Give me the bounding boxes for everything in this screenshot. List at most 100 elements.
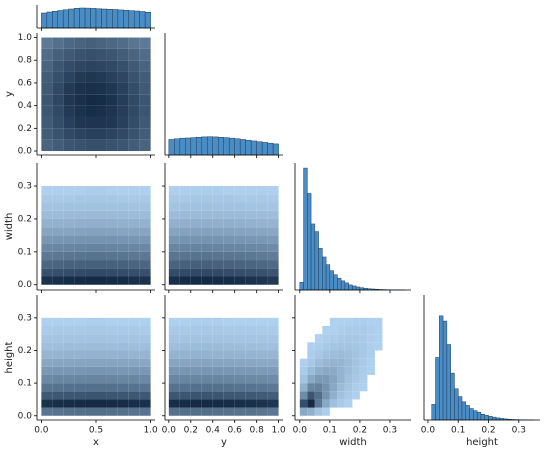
x-tick-label: 0.8 — [249, 426, 264, 436]
hist2d-cell — [201, 210, 213, 219]
hist2d-cell — [139, 276, 151, 285]
hist2d-cell — [374, 342, 383, 351]
hist2d-cell — [267, 366, 279, 375]
hist2d-cell — [267, 210, 279, 219]
hist2d-cell — [63, 391, 75, 400]
hist2d-cell — [41, 260, 53, 269]
hist2d-cell — [344, 350, 353, 359]
hist-bar — [239, 139, 246, 156]
hist2d-cell — [307, 366, 315, 375]
hist2d-cell — [139, 202, 151, 211]
hist2d-cell — [85, 210, 96, 219]
x-tick-label: 0.3 — [512, 426, 526, 436]
hist2d-cell — [256, 194, 268, 203]
hist2d-cell — [117, 60, 129, 72]
hist2d-cell — [329, 358, 338, 367]
hist2d-cell — [267, 374, 279, 384]
hist2d-cell — [85, 399, 96, 408]
hist2d-cell — [85, 342, 96, 351]
hist2d-cell — [337, 383, 345, 392]
hist2d-cell — [128, 60, 140, 72]
hist2d-cell — [52, 210, 64, 219]
hist2d-cell — [52, 202, 64, 211]
hist2d-cell — [201, 407, 213, 416]
hist2d-cell — [337, 317, 345, 327]
hist2d-cell — [41, 251, 53, 261]
hist2d-cell — [201, 218, 213, 228]
hist2d-cell — [212, 391, 224, 400]
hist2d-cell — [74, 210, 86, 219]
hist2d-cell — [117, 82, 129, 95]
hist2d-cell — [168, 374, 180, 384]
hist-bar — [234, 138, 241, 156]
hist-bar — [318, 248, 323, 291]
hist-bar — [117, 9, 124, 29]
hist2d-cell — [245, 350, 257, 359]
hist2d-cell — [256, 210, 268, 219]
hist2d-cell — [52, 358, 64, 367]
hist2d-cell — [41, 227, 53, 236]
hist2d-cell — [256, 227, 268, 236]
x-tick-label: 0.0 — [421, 426, 436, 436]
hist2d-cell — [52, 186, 64, 195]
hist2d-cell — [314, 350, 323, 359]
hist2d-cell — [201, 276, 213, 285]
hist2d-cell — [190, 210, 202, 219]
hist2d-cell — [168, 235, 180, 244]
hist2d-cell — [74, 268, 86, 277]
hist2d-cell — [179, 202, 191, 211]
hist2d-cell — [117, 276, 129, 285]
hist2d-cell — [190, 227, 202, 236]
hist2d-cell — [190, 350, 202, 359]
hist-bar — [62, 9, 69, 29]
hist2d-cell — [41, 139, 53, 152]
hist2d-cell — [212, 243, 224, 252]
hist2d-cell — [139, 251, 151, 261]
hist2d-cell — [85, 186, 96, 195]
hist2d-cell — [85, 227, 96, 236]
hist2d-cell — [190, 374, 202, 384]
hist2d-cell — [168, 218, 180, 228]
hist2d-cell — [322, 342, 330, 351]
hist2d-cell — [234, 243, 246, 252]
hist2d-cell — [139, 391, 151, 400]
hist2d-cell — [168, 350, 180, 359]
hist2d-cell — [314, 334, 323, 343]
hist2d-cell — [139, 60, 151, 72]
hist-bar — [307, 193, 312, 291]
hist2d-cell — [117, 260, 129, 269]
hist2d-cell — [41, 391, 53, 400]
hist2d-cell — [245, 202, 257, 211]
hist2d-cell — [179, 218, 191, 228]
hist2d-cell — [256, 326, 268, 335]
hist2d-cell — [212, 186, 224, 195]
hist2d-cell — [139, 186, 151, 195]
hist2d-cell — [314, 358, 323, 367]
hist2d-cell — [74, 37, 86, 49]
hist2d-cell — [52, 260, 64, 269]
hist2d-cell — [74, 317, 86, 327]
hist2d-cell — [201, 317, 213, 327]
hist2d-cell — [63, 94, 75, 106]
hist-bar — [337, 278, 342, 291]
hist2d-cell — [117, 37, 129, 49]
hist2d-cell — [245, 407, 257, 416]
hist2d-cell — [359, 326, 368, 335]
hist2d-cell — [322, 366, 330, 375]
hist2d-cell — [41, 94, 53, 106]
hist2d-cell — [201, 186, 213, 195]
hist2d-cell — [52, 366, 64, 375]
hist-bar — [314, 231, 319, 291]
hist2d-cell — [128, 227, 140, 236]
hist2d-cell — [106, 94, 118, 106]
hist2d-cell — [168, 202, 180, 211]
hist2d-cell — [41, 235, 53, 244]
hist2d-cell — [96, 82, 107, 95]
hist2d-cell — [117, 268, 129, 277]
hist2d-cell — [374, 317, 383, 327]
hist2d-cell — [223, 326, 235, 335]
hist2d-cell — [190, 276, 202, 285]
hist2d-cell — [223, 202, 235, 211]
hist2d-cell — [106, 194, 118, 203]
